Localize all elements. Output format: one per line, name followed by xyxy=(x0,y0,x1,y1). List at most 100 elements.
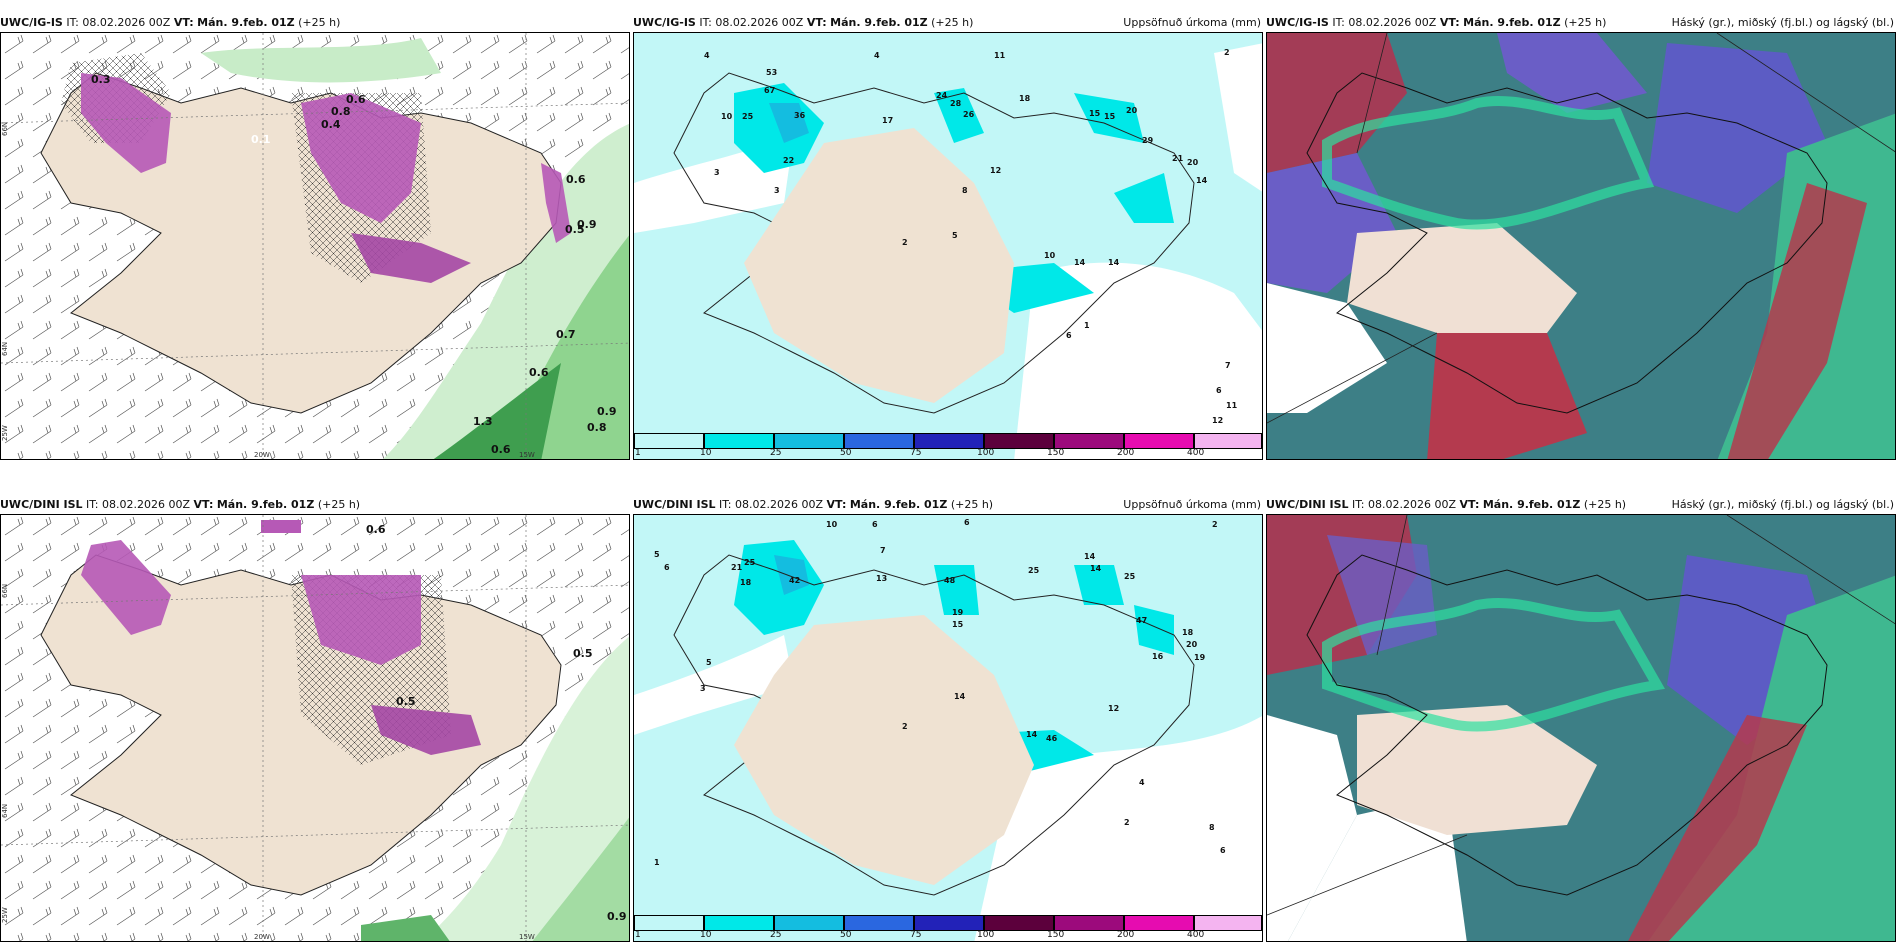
precip-value: 12 xyxy=(1108,704,1119,713)
it-label: IT: xyxy=(699,16,712,29)
precip-value: 42 xyxy=(789,576,800,585)
panel-wind-precip-dini: UWC/DINI ISL IT: 08.02.2026 00Z VT: Mán.… xyxy=(0,496,630,942)
precip-value: 3 xyxy=(774,186,780,195)
precip-value: 11 xyxy=(994,51,1006,60)
precip-value: 26 xyxy=(963,110,975,119)
vt-value: Mán. 9.feb. 01Z xyxy=(1482,498,1581,511)
precip-value: 6 xyxy=(1066,331,1072,340)
it-value: 08.02.2026 00Z xyxy=(102,498,191,511)
lead-time: (+25 h) xyxy=(931,16,974,29)
precip-colorbar: 1 10 25 50 75 100 150 200 400 xyxy=(634,433,1262,459)
precip-value: 14 xyxy=(1026,730,1038,739)
precip-value: 14 xyxy=(1196,176,1208,185)
lon-label: 20W xyxy=(254,451,270,459)
cloud-title: Háský (gr.), miðský (fj.bl.) og lágský (… xyxy=(1671,16,1894,29)
precip-value: 21 xyxy=(731,563,743,572)
panel-header: UWC/DINI ISL IT: 08.02.2026 00Z VT: Mán.… xyxy=(0,496,630,514)
precip-value: 19 xyxy=(952,608,964,617)
colorbar-label: 50 xyxy=(840,930,852,940)
wind-precip-map: 0.3 0.1 0.4 0.8 0.6 0.6 0.7 0.6 0.8 0.5 … xyxy=(1,33,629,459)
precip-value: 25 xyxy=(742,112,754,121)
colorbar-swatch xyxy=(1054,915,1124,931)
panel-cloud-cover-dini: UWC/DINI ISL IT: 08.02.2026 00Z VT: Mán.… xyxy=(1266,496,1896,942)
colorbar-label: 75 xyxy=(910,930,922,940)
precip-value: 10 xyxy=(721,112,733,121)
map-area: 0.6 0.5 0.9 0.5 66N 64N 25W 20W 15W xyxy=(0,514,630,942)
map-area: 4 4 11 3 2 53 67 25 10 36 17 24 28 26 18… xyxy=(633,32,1263,460)
precip-value: 1 xyxy=(1084,321,1090,330)
map-area xyxy=(1266,32,1896,460)
precip-value: 15 xyxy=(1089,109,1101,118)
precip-label: 1.3 xyxy=(473,415,493,428)
it-label: IT: xyxy=(86,498,99,511)
lead-time: (+25 h) xyxy=(1564,16,1607,29)
precip-value: 47 xyxy=(1136,616,1147,625)
accum-precip-map: 10 6 6 2 5 6 25 42 21 18 7 13 48 25 14 1… xyxy=(634,515,1262,941)
lead-time: (+25 h) xyxy=(1583,498,1627,511)
precip-value: 6 xyxy=(964,518,970,527)
lon-label: 15W xyxy=(519,451,535,459)
colorbar-swatch xyxy=(984,915,1054,931)
colorbar-swatch xyxy=(774,433,844,449)
precip-value: 5 xyxy=(952,231,958,240)
colorbar-label: 1 xyxy=(635,930,641,940)
precip-label: 0.6 xyxy=(366,523,386,536)
precip-value: 13 xyxy=(876,574,887,583)
colorbar-label: 100 xyxy=(977,930,995,940)
model-name: UWC/DINI ISL xyxy=(633,498,716,511)
it-value: 08.02.2026 00Z xyxy=(715,16,804,29)
precip-label: 0.6 xyxy=(529,366,549,379)
precip-label: 0.6 xyxy=(346,93,366,106)
precip-value: 15 xyxy=(1104,112,1116,121)
colorbar-swatch xyxy=(774,915,844,931)
colorbar-swatch xyxy=(914,915,984,931)
lead-time: (+25 h) xyxy=(317,498,361,511)
lat-label: 64N xyxy=(1,342,9,356)
it-label: IT: xyxy=(1352,498,1365,511)
colorbar-label: 400 xyxy=(1187,930,1205,940)
precip-label: 0.5 xyxy=(573,647,593,660)
precip-value: 20 xyxy=(1187,158,1199,167)
precip-title: Uppsöfnuð úrkoma (mm) xyxy=(1123,498,1261,511)
precip-value: 14 xyxy=(1074,258,1086,267)
colorbar-swatch xyxy=(1124,433,1194,449)
precip-value: 18 xyxy=(1019,94,1031,103)
colorbar-swatch xyxy=(984,433,1054,449)
precip-value: 7 xyxy=(880,546,886,555)
vt-value: Mán. 9.feb. 01Z xyxy=(197,16,295,29)
precip-value: 46 xyxy=(1046,734,1058,743)
precip-value: 14 xyxy=(1090,564,1102,573)
lat-label: 66N xyxy=(1,584,9,598)
cloud-cover-map xyxy=(1267,33,1895,459)
precip-label: 0.1 xyxy=(251,133,271,146)
precip-value: 6 xyxy=(1220,846,1226,855)
colorbar-label: 400 xyxy=(1187,448,1205,458)
precip-value: 25 xyxy=(1124,572,1136,581)
precip-value: 3 xyxy=(714,168,720,177)
precip-value: 5 xyxy=(706,658,712,667)
panel-wind-precip-igis: UWC/IG-IS IT: 08.02.2026 00Z VT: Mán. 9.… xyxy=(0,14,630,460)
precip-value: 6 xyxy=(1216,386,1222,395)
panel-header: UWC/IG-IS IT: 08.02.2026 00Z VT: Mán. 9.… xyxy=(1266,14,1896,32)
model-name: UWC/IG-IS xyxy=(0,16,63,29)
colorbar-swatch xyxy=(634,433,704,449)
precip-label: 0.6 xyxy=(566,173,586,186)
vt-label: VT: xyxy=(1439,16,1460,29)
colorbar-label: 25 xyxy=(770,448,782,458)
precip-value: 48 xyxy=(944,576,956,585)
precip-value: 3 xyxy=(700,684,706,693)
precip-label: 0.5 xyxy=(565,223,585,236)
model-name: UWC/DINI ISL xyxy=(1266,498,1349,511)
precip-value: 4 xyxy=(1139,778,1145,787)
precip-value: 6 xyxy=(664,563,670,572)
it-label: IT: xyxy=(719,498,732,511)
colorbar-label: 10 xyxy=(700,930,712,940)
accum-precip-map: 4 4 11 3 2 53 67 25 10 36 17 24 28 26 18… xyxy=(634,33,1262,459)
precip-value: 8 xyxy=(962,186,968,195)
precip-value: 19 xyxy=(1194,653,1206,662)
precip-label: 0.8 xyxy=(331,105,351,118)
precip-value: 12 xyxy=(990,166,1001,175)
precip-value: 7 xyxy=(1225,361,1231,370)
precip-label: 0.9 xyxy=(607,910,627,923)
precip-value: 18 xyxy=(740,578,752,587)
